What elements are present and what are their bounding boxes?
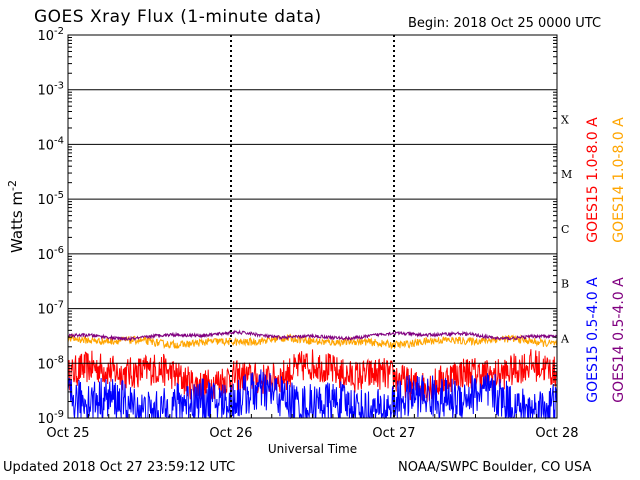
legend-entry-3: GOES14 0.5-4.0 A <box>611 277 627 403</box>
flare-class-M: M <box>561 168 572 181</box>
y-tick-label-1: 10-3 <box>37 81 64 99</box>
flare-class-B: B <box>561 278 569 291</box>
y-tick-label-2: 10-4 <box>37 135 64 153</box>
flare-class-A: A <box>560 332 570 345</box>
series-line-0 <box>67 349 558 403</box>
y-tick-label-6: 10-8 <box>37 354 64 372</box>
flare-class-X: X <box>561 113 569 126</box>
legend-entry-2: GOES15 0.5-4.0 A <box>585 277 601 403</box>
legend-entry-0: GOES15 1.0-8.0 A <box>585 117 601 243</box>
y-tick-label-3: 10-5 <box>37 190 64 208</box>
credit-label: NOAA/SWPC Boulder, CO USA <box>398 460 592 475</box>
x-axis-label: Universal Time <box>268 442 357 456</box>
series-line-1 <box>67 333 558 351</box>
legend-entry-1: GOES14 1.0-8.0 A <box>611 117 627 243</box>
x-tick-label-2: Oct 27 <box>372 426 415 441</box>
chart-title: GOES Xray Flux (1-minute data) <box>34 7 322 27</box>
series-line-3 <box>67 329 558 342</box>
axes <box>67 34 558 419</box>
updated-timestamp: Updated 2018 Oct 27 23:59:12 UTC <box>3 460 236 475</box>
begin-time-label: Begin: 2018 Oct 25 0000 UTC <box>408 16 602 31</box>
x-tick-label-3: Oct 28 <box>535 426 578 441</box>
y-axis-label: Watts m-2 <box>6 180 26 253</box>
flare-class-C: C <box>561 223 569 236</box>
y-tick-label-7: 10-9 <box>37 409 64 427</box>
y-tick-label-5: 10-7 <box>37 300 64 318</box>
y-tick-label-4: 10-6 <box>37 245 64 263</box>
y-tick-label-0: 10-2 <box>37 26 64 44</box>
x-tick-label-0: Oct 25 <box>46 426 89 441</box>
x-tick-label-1: Oct 26 <box>209 426 252 441</box>
